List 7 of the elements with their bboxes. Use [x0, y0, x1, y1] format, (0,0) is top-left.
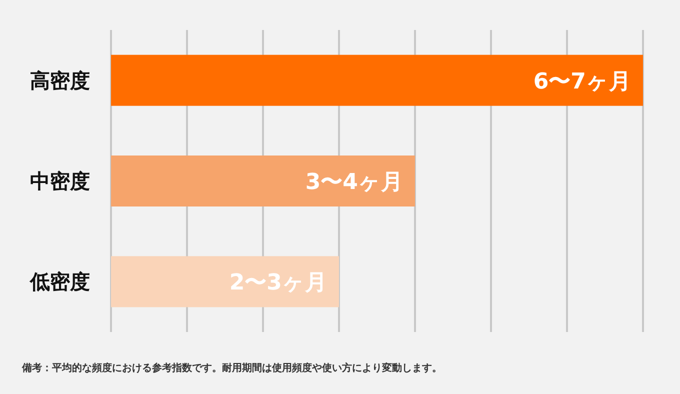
y-tick-label: 中密度: [30, 169, 90, 193]
data-label: 6〜7ヶ月: [533, 69, 631, 94]
text: 備考：平均的な頻度における参考指数です。耐用期間は使用頻度や使い方により変動します。: [21, 362, 442, 374]
data-label: 3〜4ヶ月: [305, 170, 403, 195]
y-tick-label: 低密度: [29, 270, 90, 294]
data-label: 2〜3ヶ月: [229, 270, 327, 296]
y-tick-label: 高密度: [30, 68, 90, 92]
